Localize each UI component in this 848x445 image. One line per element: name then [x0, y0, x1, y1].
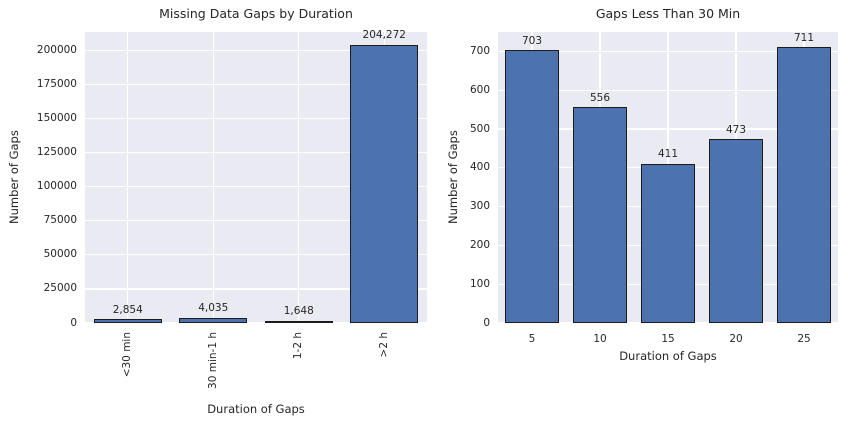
y-tick-label: 300 [469, 200, 490, 213]
h-gridline [85, 322, 427, 324]
h-gridline [85, 117, 427, 120]
v-gridline [212, 32, 214, 323]
y-tick-label: 0 [70, 316, 77, 329]
x-tick-label: >2 h [377, 332, 390, 358]
y-tick-label: 25000 [43, 282, 77, 295]
bar-value-label: 2,854 [112, 303, 143, 316]
x-tick-label: 25 [797, 333, 811, 345]
bar [93, 319, 162, 323]
right-x-axis-label: Duration of Gaps [619, 349, 717, 363]
y-tick-label: 100000 [36, 180, 77, 193]
y-tick-label: 0 [483, 316, 490, 329]
bar-value-label: 711 [793, 31, 815, 44]
x-tick-label: 15 [661, 333, 675, 345]
bar [640, 163, 696, 323]
bar [504, 50, 560, 323]
h-gridline [85, 288, 427, 290]
y-tick-label: 500 [469, 122, 490, 135]
y-tick-label: 50000 [43, 248, 77, 261]
bar-value-label: 703 [521, 34, 543, 47]
x-tick-label: 10 [593, 333, 607, 345]
h-gridline [85, 254, 427, 256]
x-tick-label: 20 [729, 333, 743, 345]
bar-value-label: 473 [725, 123, 747, 136]
bar-value-label: 4,035 [198, 302, 229, 314]
h-gridline [85, 83, 427, 86]
y-tick-label: 100 [469, 277, 490, 290]
y-tick-label: 75000 [43, 214, 77, 227]
left-y-axis-label: Number of Gaps [7, 130, 21, 225]
x-tick-label: <30 min [121, 332, 134, 378]
left-x-axis-label: Duration of Gaps [207, 402, 305, 416]
right-plot-area: 703 5 556 10 411 15 473 20 711 25 [498, 32, 838, 345]
bar [179, 317, 248, 323]
y-tick-label: 200 [469, 238, 490, 251]
x-tick-label: 30 min-1 h [206, 332, 219, 389]
y-tick-label: 400 [469, 161, 490, 174]
y-tick-label: 125000 [36, 146, 77, 159]
left-chart-title: Missing Data Gaps by Duration [159, 6, 353, 21]
bar [776, 47, 832, 323]
bar [350, 44, 419, 323]
x-tick-label: 1-2 h [292, 332, 305, 360]
bar [572, 107, 628, 323]
h-gridline [85, 220, 427, 222]
y-tick-label: 175000 [36, 77, 77, 90]
bar-value-label: 1,648 [283, 305, 314, 318]
bar [708, 139, 764, 323]
h-gridline [85, 49, 427, 52]
x-tick-label: 5 [528, 333, 536, 345]
right-chart-title: Gaps Less Than 30 Min [595, 6, 741, 21]
h-gridline [85, 186, 427, 188]
bar-value-label: 556 [589, 91, 611, 104]
v-gridline [127, 32, 129, 323]
y-tick-label: 150000 [36, 112, 77, 125]
y-tick-label: 600 [469, 83, 490, 96]
bar-value-label: 411 [657, 148, 679, 161]
v-gridline [298, 32, 300, 323]
y-tick-label: 200000 [36, 43, 77, 56]
y-tick-label: 700 [469, 44, 490, 57]
bar-value-label: 204,272 [362, 29, 406, 42]
bar [264, 320, 333, 323]
h-gridline [85, 151, 427, 154]
left-plot-area: 2,854 <30 min 4,035 30 min-1 h 1,648 1-2 h 204… [85, 29, 427, 389]
